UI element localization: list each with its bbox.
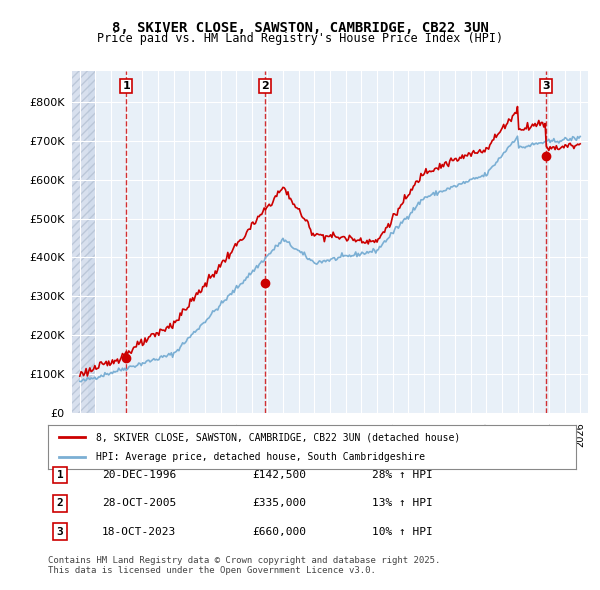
Bar xyxy=(72,71,95,413)
Text: 3: 3 xyxy=(56,527,64,536)
Text: HPI: Average price, detached house, South Cambridgeshire: HPI: Average price, detached house, Sout… xyxy=(95,452,425,461)
Text: 2: 2 xyxy=(261,81,269,91)
Text: 20-DEC-1996: 20-DEC-1996 xyxy=(102,470,176,480)
Text: 13% ↑ HPI: 13% ↑ HPI xyxy=(372,499,433,508)
Text: £660,000: £660,000 xyxy=(252,527,306,536)
Text: Price paid vs. HM Land Registry's House Price Index (HPI): Price paid vs. HM Land Registry's House … xyxy=(97,32,503,45)
Text: 2: 2 xyxy=(56,499,64,508)
Text: 28% ↑ HPI: 28% ↑ HPI xyxy=(372,470,433,480)
Text: 1: 1 xyxy=(122,81,130,91)
Text: 8, SKIVER CLOSE, SAWSTON, CAMBRIDGE, CB22 3UN (detached house): 8, SKIVER CLOSE, SAWSTON, CAMBRIDGE, CB2… xyxy=(95,432,460,442)
Text: 3: 3 xyxy=(542,81,550,91)
Text: 8, SKIVER CLOSE, SAWSTON, CAMBRIDGE, CB22 3UN: 8, SKIVER CLOSE, SAWSTON, CAMBRIDGE, CB2… xyxy=(112,21,488,35)
Text: Contains HM Land Registry data © Crown copyright and database right 2025.
This d: Contains HM Land Registry data © Crown c… xyxy=(48,556,440,575)
Text: 10% ↑ HPI: 10% ↑ HPI xyxy=(372,527,433,536)
Text: £142,500: £142,500 xyxy=(252,470,306,480)
Text: 1: 1 xyxy=(56,470,64,480)
Text: 18-OCT-2023: 18-OCT-2023 xyxy=(102,527,176,536)
Text: 28-OCT-2005: 28-OCT-2005 xyxy=(102,499,176,508)
Bar xyxy=(72,71,88,413)
Text: £335,000: £335,000 xyxy=(252,499,306,508)
